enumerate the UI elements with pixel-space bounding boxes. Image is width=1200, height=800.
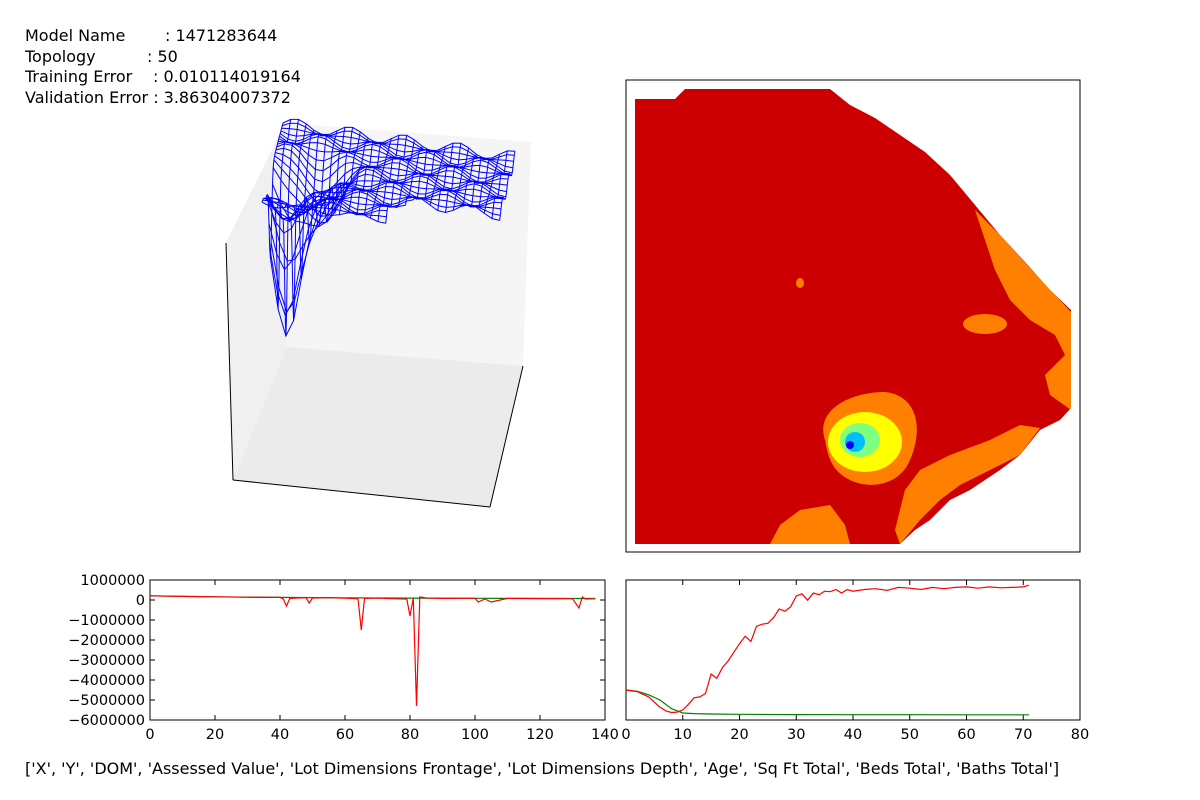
- model-name-value: : 1471283644: [165, 26, 278, 45]
- wire-col-30: [499, 151, 516, 221]
- right-chart-ticks: 0 10 20 30 40 50 60 70 80: [621, 580, 1089, 743]
- wire-col-3: [284, 123, 307, 321]
- contour-level-lower-right: [895, 425, 1040, 544]
- left-chart-xtick-label: 100: [461, 727, 489, 743]
- training-error-row: Training Error : 0.010114019164: [25, 67, 301, 88]
- contour-level-blob-right: [963, 314, 1007, 334]
- right-chart-xtick-label: 60: [957, 727, 975, 743]
- left-chart-xtick-label: 40: [271, 727, 289, 743]
- right-chart-series-1-line: [625, 584, 1030, 714]
- line-chart-left: 0 20 40 60 80 100 120 140 1000000 0 −1000000 −20000…: [68, 573, 619, 743]
- wire-col-5: [300, 133, 323, 244]
- wire-col-18: [404, 146, 423, 206]
- left-chart-frame: [149, 579, 606, 721]
- surface-axis-z: [225, 242, 234, 481]
- left-chart-xtick-label: 0: [145, 727, 154, 743]
- wire-col-12: [354, 140, 377, 216]
- wire-col-13: [362, 142, 384, 216]
- topology-row: Topology : 50: [25, 47, 301, 68]
- left-chart-xtick-label: 60: [336, 727, 354, 743]
- wire-col-9: [331, 127, 354, 216]
- wire-col-17: [396, 139, 415, 208]
- validation-error-value: : 3.86304007372: [153, 87, 291, 107]
- right-chart-xtick-label: 70: [1014, 727, 1032, 743]
- line-chart-right: 0 10 20 30 40 50 60 70 80: [621, 579, 1089, 743]
- topology-label: Topology: [25, 46, 96, 66]
- model-info: Model Name : 1471283644 Topology : 50 Trai…: [25, 26, 301, 108]
- right-chart-series-0-line: [625, 689, 1029, 716]
- contour-level-speck: [796, 278, 804, 288]
- right-chart-frame: [625, 579, 1081, 721]
- wire-col-0: [261, 122, 284, 259]
- wire-col-16: [385, 135, 408, 224]
- contour-level-lower-band: [770, 505, 850, 544]
- validation-error-label: Validation Error: [25, 87, 149, 107]
- wire-col-26: [468, 156, 485, 208]
- right-chart-xtick-label: 10: [674, 727, 692, 743]
- contour-plot: [625, 79, 1081, 553]
- left-chart-xtick-label: 140: [591, 727, 619, 743]
- training-error-label: Training Error: [25, 67, 133, 86]
- left-chart-ticks: 0 20 40 60 80 100 120 140 1000000 0 −1000000 −20000…: [68, 573, 619, 743]
- validation-error-row: Validation Error : 3.86304007372: [25, 88, 301, 109]
- wire-col-25: [460, 154, 477, 207]
- surface-floor: [233, 347, 523, 507]
- left-chart-ytick-label: −2000000: [68, 633, 145, 649]
- left-chart-xtick-label: 20: [206, 727, 224, 743]
- wire-col-22: [437, 143, 454, 211]
- contour-level-edge-right: [975, 210, 1071, 410]
- surface-axis-x: [232, 479, 491, 508]
- surface-wireframe: [261, 118, 516, 338]
- wire-col-29: [491, 150, 508, 219]
- feature-list: ['X', 'Y', 'DOM', 'Assessed Value', 'Lot…: [25, 759, 1060, 778]
- wire-col-11: [346, 138, 369, 214]
- left-chart-ytick-label: −1000000: [68, 613, 145, 629]
- left-chart-series: [149, 595, 596, 707]
- surface-axis-y: [489, 365, 524, 508]
- wire-col-15: [377, 135, 400, 222]
- left-chart-ytick-label: −6000000: [68, 713, 145, 729]
- right-chart-xtick-label: 30: [787, 727, 805, 743]
- wire-col-28: [483, 154, 500, 214]
- right-chart-xtick-label: 50: [901, 727, 919, 743]
- surface-3d-plot: [225, 118, 531, 508]
- right-chart-xtick-label: 80: [1071, 727, 1089, 743]
- topology-value: : 50: [147, 46, 178, 66]
- left-chart-ytick-label: −5000000: [68, 693, 145, 709]
- wire-col-24: [452, 147, 470, 211]
- training-error-value: : 0.010114019164: [153, 67, 301, 86]
- right-chart-xtick-label: 20: [730, 727, 748, 743]
- left-chart-ytick-label: 1000000: [80, 573, 145, 589]
- wire-col-19: [413, 149, 431, 200]
- wire-col-8: [323, 127, 346, 214]
- left-chart-ytick-label: −3000000: [68, 653, 145, 669]
- left-chart-xtick-label: 80: [401, 727, 419, 743]
- left-chart-ytick-label: 0: [136, 593, 145, 609]
- left-chart-xtick-label: 120: [526, 727, 554, 743]
- contour-level-blue: [846, 441, 854, 449]
- model-name-row: Model Name : 1471283644: [25, 26, 301, 47]
- left-chart-ytick-label: −4000000: [68, 673, 145, 689]
- left-chart-series-1-line: [149, 595, 596, 707]
- wire-col-14: [369, 138, 392, 219]
- wire-col-10: [338, 131, 361, 215]
- wire-col-23: [445, 143, 462, 213]
- wire-col-6: [308, 134, 330, 228]
- wire-col-27: [476, 157, 493, 208]
- right-chart-xtick-label: 40: [844, 727, 862, 743]
- wire-col-20: [421, 149, 439, 200]
- right-chart-series: [625, 584, 1030, 716]
- wire-col-21: [429, 146, 446, 206]
- model-name-label: Model Name: [25, 26, 126, 45]
- right-chart-xtick-label: 0: [621, 727, 630, 743]
- wire-col-7: [315, 130, 338, 223]
- wire-col-4: [292, 130, 315, 280]
